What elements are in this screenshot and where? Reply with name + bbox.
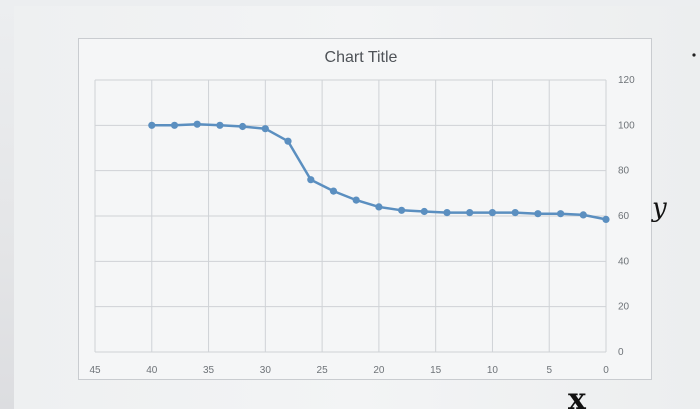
data-point <box>443 209 451 217</box>
data-point <box>329 187 338 195</box>
data-point <box>602 215 610 223</box>
data-points <box>148 120 610 223</box>
data-point <box>352 196 360 204</box>
x-tick-label: 15 <box>430 365 442 376</box>
pen-dot <box>692 53 696 57</box>
data-point <box>466 209 474 217</box>
chart-area-frame <box>78 38 652 380</box>
x-tick-label: 10 <box>487 365 499 376</box>
x-tick-label: 25 <box>317 365 329 376</box>
data-point <box>239 122 247 131</box>
gridlines <box>94 79 607 353</box>
x-tick-label: 35 <box>203 365 215 376</box>
x-tick-label: 40 <box>146 365 158 376</box>
handwritten-y: y <box>651 193 667 223</box>
data-point <box>216 121 224 129</box>
y-tick-label: 60 <box>618 211 630 222</box>
chart-title: Chart Title <box>325 49 398 66</box>
data-point <box>511 209 519 217</box>
y-tick-label: 20 <box>618 302 630 313</box>
data-point <box>170 121 179 129</box>
data-point <box>307 176 315 184</box>
data-point <box>261 125 269 133</box>
data-point <box>284 137 292 145</box>
y-tick-labels: 0 20 40 60 80 100 120 <box>618 75 635 358</box>
y-tick-label: 40 <box>618 256 630 267</box>
y-tick-label: 80 <box>618 166 630 177</box>
x-tick-label: 30 <box>260 365 272 376</box>
data-point <box>534 210 542 218</box>
y-tick-label: 0 <box>618 347 624 358</box>
y-tick-label: 100 <box>618 120 635 131</box>
y-tick-label: 120 <box>618 75 635 86</box>
data-point <box>420 207 428 216</box>
data-point <box>193 120 201 128</box>
data-point <box>557 210 565 218</box>
x-tick-labels: 45 40 35 30 25 20 15 10 5 0 <box>89 365 609 376</box>
data-point <box>148 121 156 129</box>
data-point <box>488 209 496 217</box>
data-point <box>579 211 587 219</box>
data-point <box>375 203 383 211</box>
data-point <box>398 206 406 214</box>
x-tick-label: 20 <box>373 365 385 376</box>
x-tick-label: 5 <box>546 365 552 376</box>
x-tick-label: 45 <box>89 365 101 376</box>
x-tick-label: 0 <box>603 365 609 376</box>
handwritten-x: x <box>568 382 587 409</box>
